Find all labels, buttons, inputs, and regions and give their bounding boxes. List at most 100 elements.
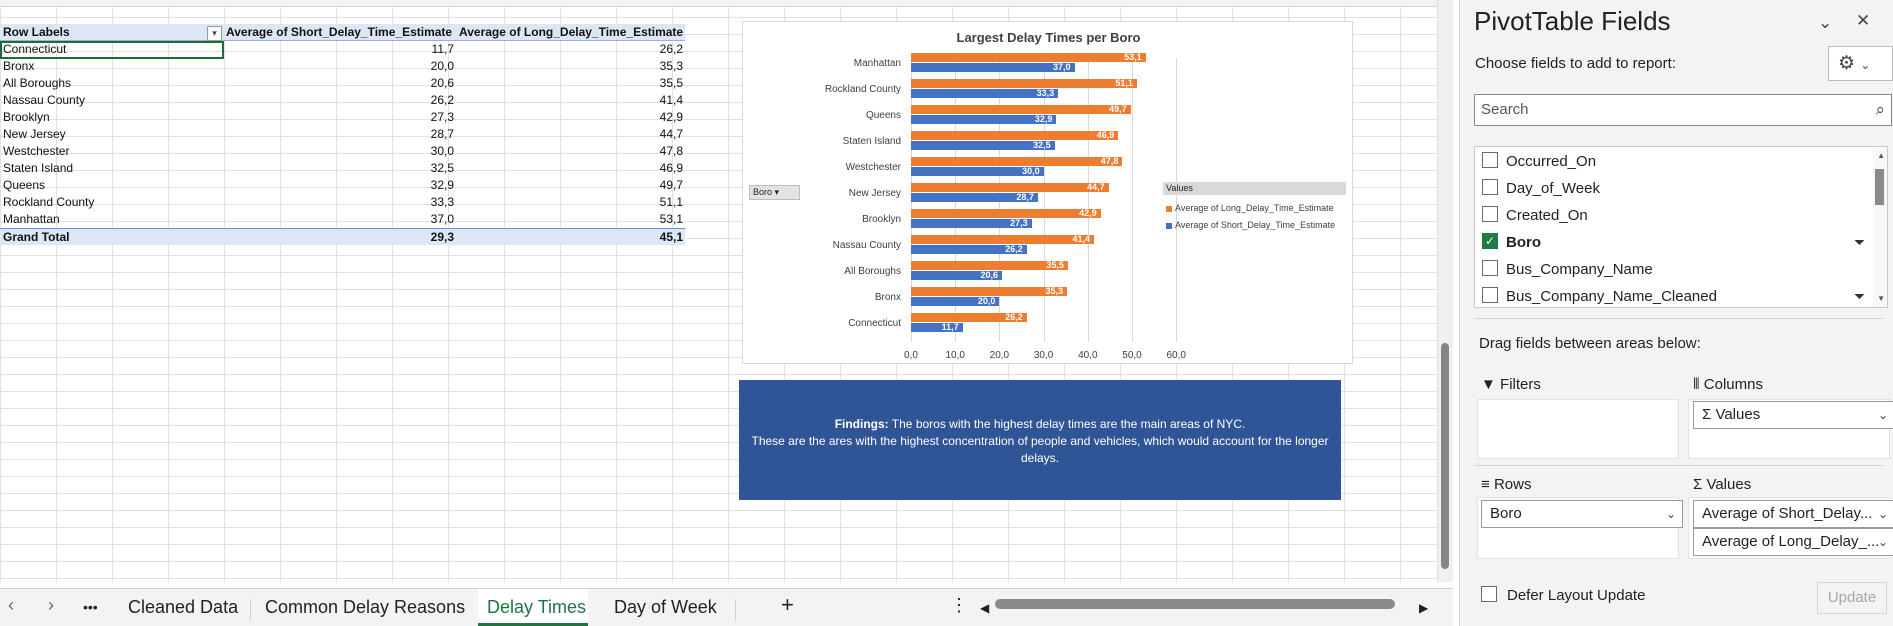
short-delay-cell[interactable]: 20,6 <box>430 76 454 90</box>
long-delay-bar[interactable] <box>911 183 1109 192</box>
short-delay-bar[interactable] <box>911 219 1032 228</box>
tab-cleaned-data[interactable]: Cleaned Data <box>128 597 239 617</box>
horizontal-scroll-thumb[interactable] <box>995 599 1395 609</box>
short-delay-bar[interactable] <box>911 193 1038 202</box>
long-delay-cell[interactable]: 35,5 <box>659 76 683 90</box>
long-delay-bar[interactable] <box>911 131 1119 140</box>
short-delay-cell[interactable]: 33,3 <box>430 195 454 209</box>
short-delay-cell[interactable]: 20,0 <box>430 59 454 73</box>
short-delay-cell[interactable]: 32,5 <box>430 161 454 175</box>
tab-more-button[interactable]: ••• <box>83 599 98 615</box>
short-delay-bar[interactable] <box>911 271 1003 280</box>
checkbox[interactable] <box>1481 586 1497 603</box>
tab-day-of-week[interactable]: Day of Week <box>614 597 717 617</box>
close-icon[interactable]: ✕ <box>1856 11 1871 30</box>
field-checkbox[interactable] <box>1482 287 1498 304</box>
long-delay-bar[interactable] <box>911 313 1027 322</box>
short-delay-bar[interactable] <box>911 245 1027 254</box>
delay-times-chart[interactable]: Largest Delay Times per Boro Boro ▾ 0,0 1… <box>742 21 1353 364</box>
row-label-cell[interactable]: Rockland County <box>3 195 95 209</box>
field-list-scroll-thumb[interactable] <box>1875 169 1884 205</box>
long-delay-cell[interactable]: 35,3 <box>659 59 683 73</box>
short-delay-bar[interactable] <box>911 63 1075 72</box>
boro-field-button[interactable]: Boro ▾ <box>749 185 800 200</box>
row-label-cell[interactable]: New Jersey <box>3 127 66 141</box>
field-item[interactable]: Day_of_Week <box>1482 179 1600 202</box>
tab-next-button[interactable]: › <box>48 595 54 615</box>
field-checkbox[interactable] <box>1482 206 1498 223</box>
defer-layout-update-checkbox[interactable]: Defer Layout Update <box>1481 586 1645 604</box>
findings-textbox[interactable]: Findings: The boros with the highest del… <box>739 380 1341 500</box>
row-label-cell[interactable]: Brooklyn <box>3 110 50 124</box>
field-checkbox[interactable]: ✓ <box>1482 233 1498 250</box>
long-delay-cell[interactable]: 47,8 <box>659 144 683 158</box>
long-delay-bar[interactable] <box>911 287 1068 296</box>
columns-values-pill[interactable]: Σ Values ⌄ <box>1693 401 1893 429</box>
filter-icon[interactable]: ⏷ <box>1854 288 1866 304</box>
short-delay-cell[interactable]: 28,7 <box>430 127 454 141</box>
row-label-cell[interactable]: Westchester <box>3 144 70 158</box>
field-checkbox[interactable] <box>1482 152 1498 169</box>
field-checkbox[interactable] <box>1482 179 1498 196</box>
short-delay-bar[interactable] <box>911 167 1044 176</box>
tab-prev-button[interactable]: ‹ <box>8 595 14 615</box>
row-label-cell[interactable]: Manhattan <box>3 212 60 226</box>
field-item[interactable]: Bus_Company_Name_Cleaned ⏷ <box>1482 287 1865 307</box>
row-label-cell[interactable]: Queens <box>3 178 46 192</box>
short-delay-cell[interactable]: 27,3 <box>430 110 454 124</box>
vertical-scroll-thumb[interactable] <box>1441 343 1449 569</box>
filter-icon[interactable]: ⏷ <box>1854 234 1866 250</box>
long-delay-bar[interactable] <box>911 105 1131 114</box>
short-delay-cell[interactable]: 26,2 <box>430 93 454 107</box>
long-delay-cell[interactable]: 51,1 <box>659 195 683 209</box>
row-label-cell[interactable]: All Boroughs <box>3 76 72 90</box>
short-delay-cell[interactable]: 37,0 <box>430 212 454 226</box>
long-delay-bar[interactable] <box>911 209 1101 218</box>
long-delay-cell[interactable]: 53,1 <box>659 212 683 226</box>
worksheet-grid[interactable]: Row Labels ▾ Average of Short_Delay_Time… <box>0 0 1437 582</box>
long-delay-cell[interactable]: 44,7 <box>659 127 683 141</box>
long-delay-bar[interactable] <box>911 157 1123 166</box>
field-item[interactable]: Occurred_On <box>1482 152 1596 175</box>
scroll-up-icon[interactable]: ▲ <box>1877 151 1885 160</box>
gear-icon[interactable]: ⚙ ⌄ <box>1828 46 1893 81</box>
short-delay-cell[interactable]: 32,9 <box>430 178 454 192</box>
row-label-cell[interactable]: Nassau County <box>3 93 86 107</box>
short-delay-cell[interactable]: 11,7 <box>431 42 454 56</box>
long-delay-cell[interactable]: 42,9 <box>659 110 683 124</box>
long-delay-bar[interactable] <box>911 79 1137 88</box>
add-sheet-button[interactable]: + <box>781 592 794 617</box>
row-labels-filter-button[interactable]: ▾ <box>207 26 222 41</box>
field-item[interactable]: ✓ Boro ⏷ <box>1482 233 1865 256</box>
short-delay-bar[interactable] <box>911 141 1055 150</box>
filters-drop-area[interactable] <box>1477 399 1679 459</box>
long-delay-bar[interactable] <box>911 261 1068 270</box>
long-delay-bar[interactable] <box>911 53 1146 62</box>
values-long-pill[interactable]: Average of Long_Delay_... ⌄ <box>1693 528 1893 556</box>
row-label-cell[interactable]: Connecticut <box>3 42 67 56</box>
long-delay-bar[interactable] <box>911 235 1094 244</box>
field-checkbox[interactable] <box>1482 260 1498 277</box>
scroll-left-icon[interactable]: ◀ <box>980 601 990 615</box>
chevron-down-icon[interactable]: ⌄ <box>1818 13 1833 32</box>
tab-delay-times[interactable]: Delay Times <box>487 597 587 617</box>
row-label-cell[interactable]: Staten Island <box>3 161 74 175</box>
field-list-scrollbar[interactable]: ▲ ▼ <box>1873 147 1887 307</box>
tab-bar-menu-icon[interactable]: ⋮ <box>950 595 968 615</box>
short-delay-bar[interactable] <box>911 323 963 332</box>
short-delay-bar[interactable] <box>911 115 1057 124</box>
long-delay-cell[interactable]: 46,9 <box>659 161 683 175</box>
scroll-right-icon[interactable]: ▶ <box>1419 601 1429 615</box>
field-search-input[interactable]: Search ⌕ <box>1474 94 1892 126</box>
field-item[interactable]: Created_On <box>1482 206 1588 229</box>
tab-common-delay-reasons[interactable]: Common Delay Reasons <box>265 597 466 617</box>
short-delay-bar[interactable] <box>911 297 1000 306</box>
long-delay-cell[interactable]: 26,2 <box>659 42 683 56</box>
short-delay-bar[interactable] <box>911 89 1059 98</box>
scroll-down-icon[interactable]: ▼ <box>1877 294 1885 303</box>
row-label-cell[interactable]: Bronx <box>3 59 35 73</box>
short-delay-cell[interactable]: 30,0 <box>430 144 454 158</box>
rows-boro-pill[interactable]: Boro ⌄ <box>1481 500 1683 528</box>
update-button[interactable]: Update <box>1817 582 1887 614</box>
long-delay-cell[interactable]: 49,7 <box>659 178 683 192</box>
